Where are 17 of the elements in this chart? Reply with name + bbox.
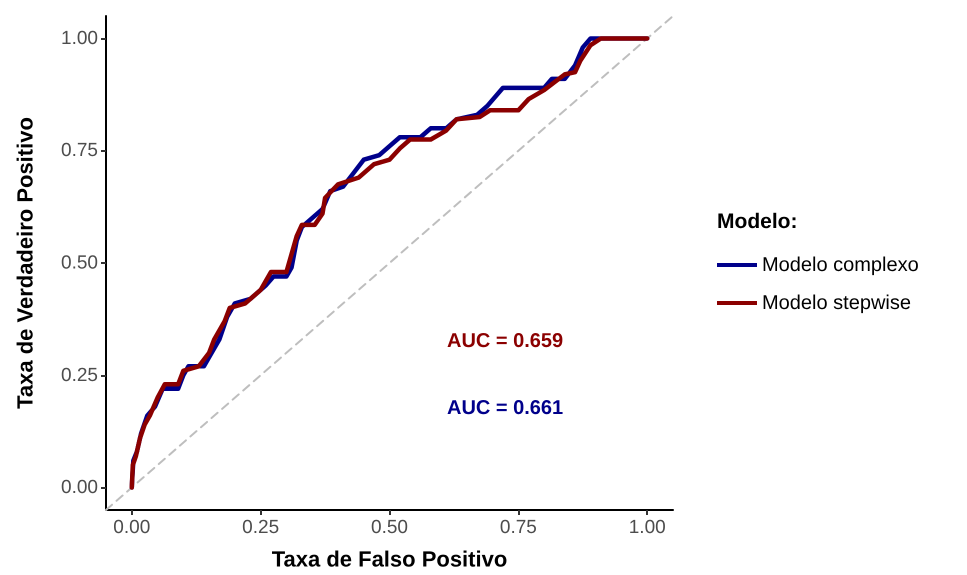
annotation: AUC = 0.661	[447, 397, 564, 419]
x-tick-label: 0.25	[242, 517, 280, 538]
y-tick-label: 0.75	[61, 140, 98, 162]
annotation: AUC = 0.659	[447, 330, 564, 352]
y-tick-label: 1.00	[61, 28, 98, 49]
y-tick-label: 0.50	[61, 252, 98, 274]
x-axis-title: Taxa de Falso Positivo	[272, 546, 508, 572]
legend-label: Modelo stepwise	[762, 292, 911, 314]
x-tick-label: 0.00	[113, 517, 150, 538]
y-tick-label: 0.25	[61, 364, 98, 386]
legend-label: Modelo complexo	[762, 254, 919, 276]
x-tick-label: 1.00	[628, 517, 666, 538]
y-tick-label: 0.00	[61, 477, 98, 498]
x-tick-label: 0.75	[500, 517, 537, 538]
y-axis-title: Taxa de Verdadeiro Positivo	[12, 117, 38, 409]
x-tick-label: 0.50	[371, 517, 408, 538]
legend-title: Modelo:	[717, 210, 798, 233]
